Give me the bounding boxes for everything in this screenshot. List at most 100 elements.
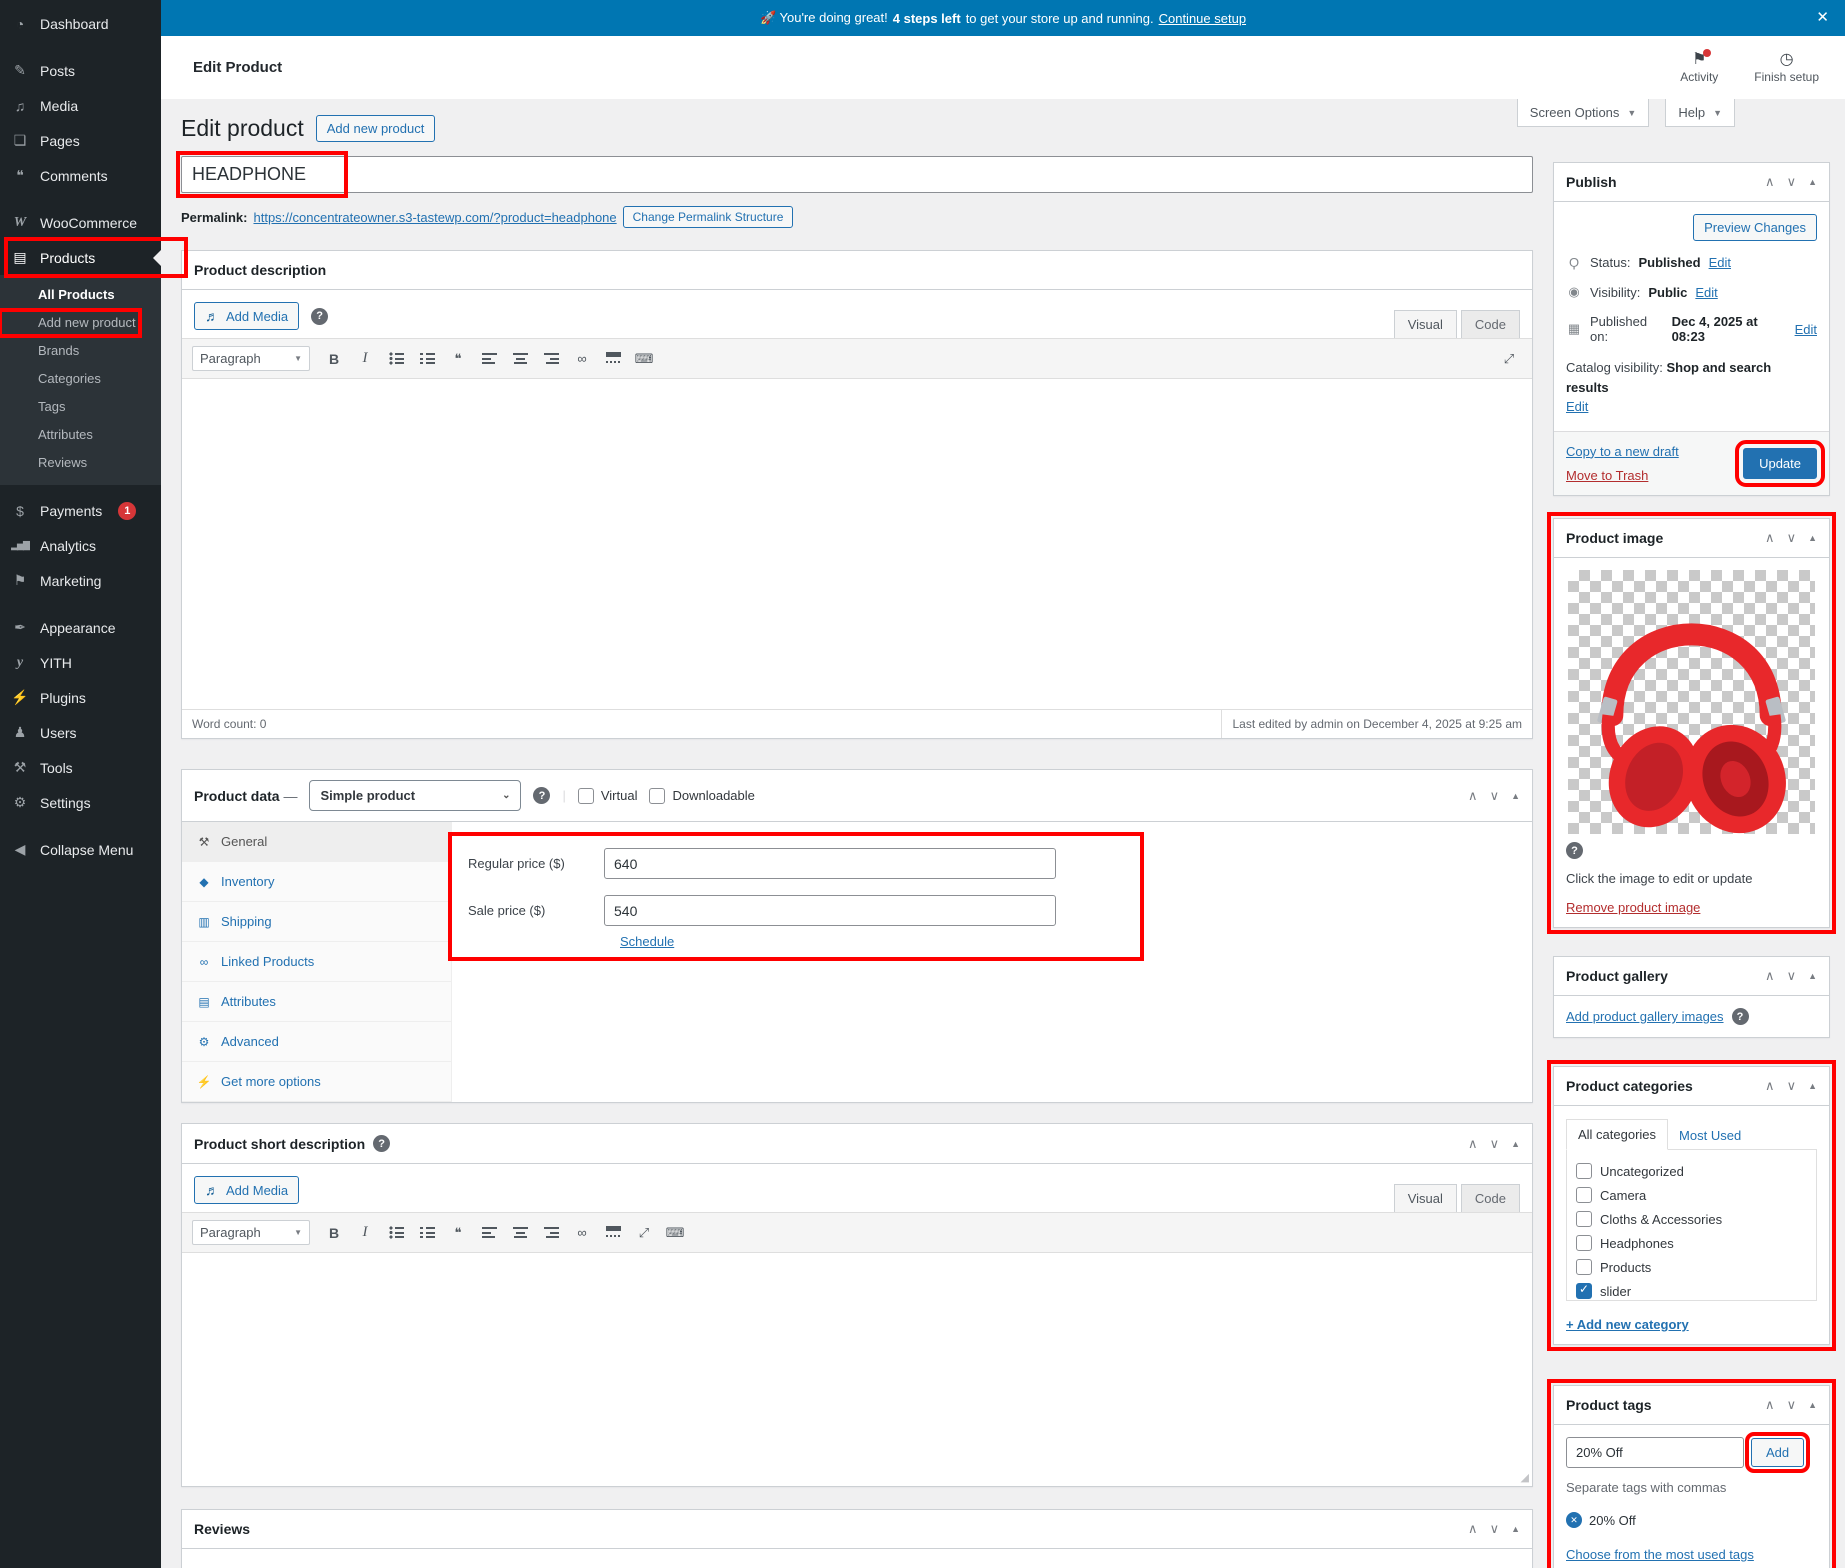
move-down-icon[interactable]: ∨ — [1786, 174, 1797, 189]
submenu-categories[interactable]: Categories — [38, 371, 101, 386]
help-icon[interactable]: ? — [311, 307, 329, 325]
move-down-icon[interactable]: ∨ — [1489, 1135, 1500, 1151]
submenu-all-products[interactable]: All Products — [38, 287, 115, 302]
bullet-list-icon[interactable] — [383, 347, 409, 371]
category-item[interactable]: Products — [1576, 1255, 1807, 1279]
toggle-panel-icon[interactable]: ▲ — [1511, 1524, 1520, 1534]
category-item[interactable]: Cloths & Accessories — [1576, 1207, 1807, 1231]
toggle-panel-icon[interactable]: ▲ — [1511, 1138, 1520, 1149]
move-to-trash-link[interactable]: Move to Trash — [1566, 467, 1649, 483]
paragraph-select[interactable]: Paragraph ▼ — [192, 1220, 310, 1245]
resize-grip-icon[interactable]: ◢ — [1520, 1472, 1529, 1484]
sidebar-item-posts[interactable]: ✎ Posts — [0, 53, 161, 88]
edit-status-link[interactable]: Edit — [1708, 255, 1731, 270]
edit-visibility-link[interactable]: Edit — [1695, 284, 1718, 300]
edit-catalog-link[interactable]: Edit — [1566, 399, 1589, 414]
sidebar-item-woocommerce[interactable]: W WooCommerce — [0, 205, 161, 240]
help-icon[interactable]: ? — [1566, 842, 1583, 859]
tab-visual[interactable]: Visual — [1393, 1184, 1457, 1212]
numbered-list-icon[interactable] — [414, 347, 440, 371]
tab-general[interactable]: ⚒ General — [182, 822, 451, 862]
read-more-icon[interactable] — [600, 347, 626, 371]
bullet-list-icon[interactable] — [383, 1221, 409, 1245]
sidebar-item-collapse-menu[interactable]: ◀ Collapse Menu — [0, 832, 161, 867]
close-icon[interactable]: ✕ — [1816, 9, 1829, 26]
choose-most-used-tags-link[interactable]: Choose from the most used tags — [1566, 1547, 1754, 1562]
toggle-panel-icon[interactable]: ▲ — [1808, 1400, 1817, 1410]
help-icon[interactable]: ? — [533, 787, 551, 804]
sidebar-item-marketing[interactable]: ⚑ Marketing — [0, 563, 161, 598]
bold-button[interactable]: B — [328, 350, 340, 367]
sidebar-item-pages[interactable]: ❏ Pages — [0, 123, 161, 158]
sidebar-item-users[interactable]: ♟ Users — [0, 715, 161, 750]
short-description-editor-area[interactable]: ◢ — [182, 1253, 1532, 1486]
add-media-button[interactable]: ♬ Add Media — [194, 302, 300, 330]
align-right-icon[interactable] — [538, 347, 564, 371]
sidebar-item-appearance[interactable]: ✒ Appearance — [0, 610, 161, 645]
sidebar-item-yith[interactable]: y YITH — [0, 645, 161, 680]
move-up-icon[interactable]: ∧ — [1468, 787, 1478, 803]
sidebar-item-plugins[interactable]: ⚡ Plugins — [0, 680, 161, 715]
move-up-icon[interactable]: ∧ — [1765, 968, 1775, 983]
tag-input[interactable] — [1566, 1437, 1744, 1468]
tab-attributes[interactable]: ▤ Attributes — [182, 982, 451, 1022]
tab-code[interactable]: Code — [1460, 310, 1520, 338]
move-up-icon[interactable]: ∧ — [1765, 1397, 1775, 1412]
add-new-product-button[interactable]: Add new product — [315, 115, 436, 142]
edit-published-link[interactable]: Edit — [1794, 321, 1817, 337]
align-center-icon[interactable] — [507, 347, 533, 371]
add-new-category-link[interactable]: + Add new category — [1566, 1317, 1689, 1332]
move-down-icon[interactable]: ∨ — [1489, 1521, 1500, 1536]
tab-most-used[interactable]: Most Used — [1679, 1128, 1742, 1143]
toggle-panel-icon[interactable]: ▲ — [1808, 177, 1817, 187]
change-permalink-button[interactable]: Change Permalink Structure — [622, 206, 794, 228]
update-button[interactable]: Update — [1735, 439, 1825, 487]
sale-price-input[interactable] — [604, 895, 1056, 926]
align-left-icon[interactable] — [476, 1221, 502, 1245]
category-item-slider[interactable]: slider — [1576, 1279, 1807, 1300]
blockquote-icon[interactable]: ❝ — [454, 1224, 462, 1240]
tab-shipping[interactable]: ▥ Shipping — [182, 902, 451, 942]
category-item[interactable]: Camera — [1576, 1183, 1807, 1207]
submenu-tags[interactable]: Tags — [38, 399, 66, 414]
permalink-url[interactable]: https://concentrateowner.s3-tastewp.com/… — [253, 209, 617, 225]
paragraph-select[interactable]: Paragraph ▼ — [192, 346, 310, 371]
move-down-icon[interactable]: ∨ — [1489, 787, 1500, 803]
bold-button[interactable]: B — [328, 1224, 340, 1241]
tab-inventory[interactable]: ◆ Inventory — [182, 862, 451, 902]
submenu-brands[interactable]: Brands — [38, 343, 80, 358]
sidebar-item-media[interactable]: ♫ Media — [0, 88, 161, 123]
category-item[interactable]: Headphones — [1576, 1231, 1807, 1255]
numbered-list-icon[interactable] — [414, 1221, 440, 1245]
italic-button[interactable]: I — [362, 350, 368, 366]
move-down-icon[interactable]: ∨ — [1786, 1397, 1797, 1412]
product-type-select[interactable]: Simple product ⌄ — [309, 780, 522, 811]
fullscreen-icon[interactable]: ⤢ — [1503, 350, 1515, 366]
category-item[interactable]: Uncategorized — [1576, 1159, 1807, 1183]
move-up-icon[interactable]: ∧ — [1765, 174, 1775, 189]
toggle-panel-icon[interactable]: ▲ — [1808, 971, 1817, 981]
move-up-icon[interactable]: ∧ — [1765, 529, 1775, 545]
move-up-icon[interactable]: ∧ — [1468, 1521, 1478, 1536]
preview-changes-button[interactable]: Preview Changes — [1693, 214, 1817, 241]
move-up-icon[interactable]: ∧ — [1765, 1078, 1775, 1093]
move-up-icon[interactable]: ∧ — [1468, 1135, 1478, 1151]
tab-all-categories[interactable]: All categories — [1566, 1119, 1669, 1150]
sidebar-item-tools[interactable]: ⚒ Tools — [0, 750, 161, 785]
align-left-icon[interactable] — [476, 347, 502, 371]
downloadable-checkbox[interactable]: Downloadable — [649, 787, 755, 804]
submenu-add-new-product[interactable]: Add new product — [0, 308, 161, 338]
activity-button[interactable]: ⚑ Activity — [1680, 48, 1718, 84]
move-down-icon[interactable]: ∨ — [1786, 1078, 1797, 1093]
add-media-button[interactable]: ♬ Add Media — [194, 1176, 300, 1204]
submenu-reviews[interactable]: Reviews — [38, 455, 88, 470]
move-down-icon[interactable]: ∨ — [1786, 968, 1797, 983]
sidebar-item-analytics[interactable]: ▂▅▇ Analytics — [0, 528, 161, 563]
add-tag-button[interactable]: Add — [1744, 1432, 1811, 1473]
sidebar-item-dashboard[interactable]: ◔ Dashboard — [0, 6, 161, 41]
sidebar-item-products[interactable]: ▤ Products — [0, 237, 188, 278]
remove-product-image-link[interactable]: Remove product image — [1566, 900, 1701, 915]
copy-to-draft-link[interactable]: Copy to a new draft — [1566, 443, 1679, 459]
help-icon[interactable]: ? — [1731, 1008, 1749, 1025]
tab-visual[interactable]: Visual — [1393, 310, 1457, 338]
